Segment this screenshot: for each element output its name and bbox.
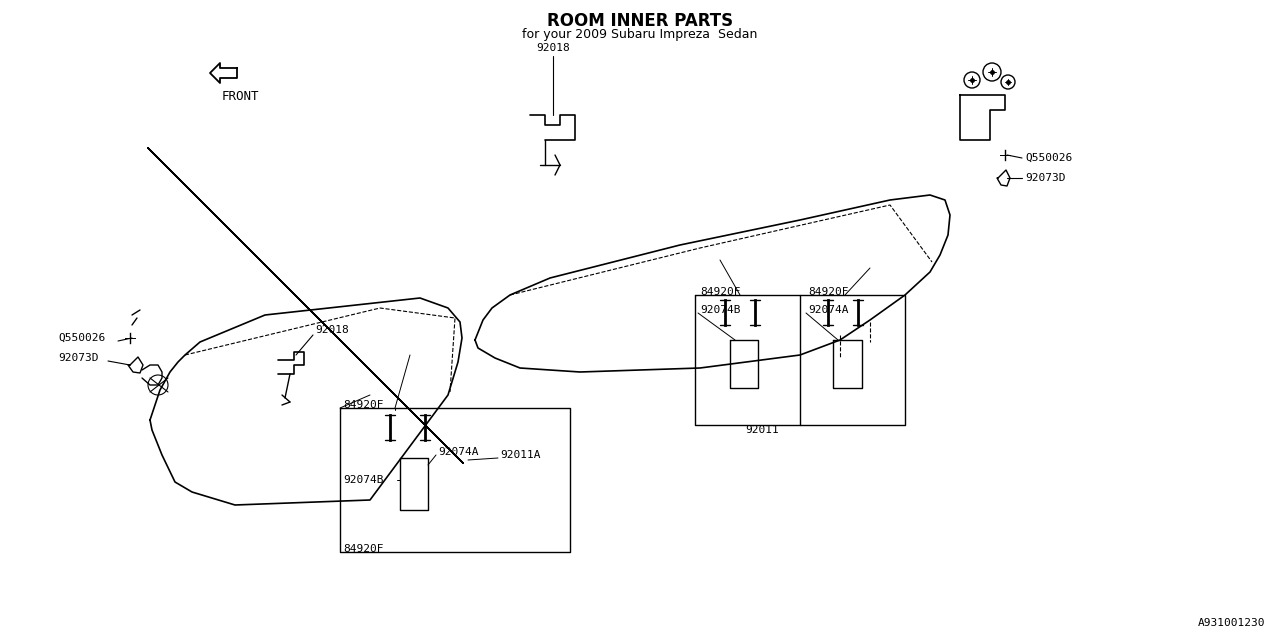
Text: 84920F: 84920F [700, 287, 741, 297]
Text: 92018: 92018 [536, 43, 570, 53]
Text: A931001230: A931001230 [1198, 618, 1265, 628]
Text: for your 2009 Subaru Impreza  Sedan: for your 2009 Subaru Impreza Sedan [522, 28, 758, 41]
Text: ROOM INNER PARTS: ROOM INNER PARTS [547, 12, 733, 30]
Text: FRONT: FRONT [221, 90, 260, 103]
Text: 92074A: 92074A [438, 447, 479, 457]
Text: 92011A: 92011A [500, 450, 540, 460]
Text: Q550026: Q550026 [58, 333, 105, 343]
Text: 84920F: 84920F [808, 287, 849, 297]
Text: 84920F: 84920F [343, 400, 384, 410]
Text: 92074A: 92074A [808, 305, 849, 315]
Text: 92018: 92018 [315, 325, 348, 335]
Text: 92073D: 92073D [1025, 173, 1065, 183]
Text: 92073D: 92073D [58, 353, 99, 363]
Text: 84920F: 84920F [343, 544, 384, 554]
Text: 92011: 92011 [745, 425, 778, 435]
Text: 92074B: 92074B [343, 475, 384, 485]
Text: Q550026: Q550026 [1025, 153, 1073, 163]
Text: 92074B: 92074B [700, 305, 741, 315]
